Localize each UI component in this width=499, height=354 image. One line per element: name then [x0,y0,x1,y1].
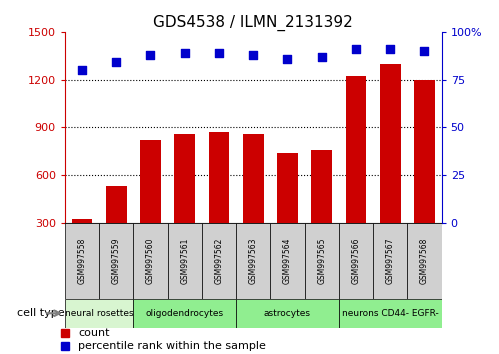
Bar [243,135,263,270]
Text: GSM997566: GSM997566 [351,238,360,284]
Bar [209,132,229,270]
Text: GSM997563: GSM997563 [249,238,258,284]
Text: oligodendrocytes: oligodendrocytes [146,309,224,318]
Text: GSM997561: GSM997561 [180,238,189,284]
Bar [236,223,270,299]
Point [352,46,360,52]
Text: GSM997558: GSM997558 [77,238,86,284]
Bar [65,299,133,327]
Bar [346,76,366,270]
Bar [106,186,127,270]
Point [112,59,120,65]
Point [386,46,394,52]
Bar [65,223,99,299]
Point [215,50,223,56]
Text: GSM997568: GSM997568 [420,238,429,284]
Bar [339,223,373,299]
Bar [175,133,195,270]
Text: GSM997560: GSM997560 [146,238,155,284]
Point [78,67,86,73]
Text: GSM997562: GSM997562 [215,238,224,284]
Text: percentile rank within the sample: percentile rank within the sample [78,341,266,351]
Bar [414,80,435,270]
Point [181,50,189,56]
Bar [270,223,304,299]
Bar [339,299,442,327]
Bar [202,223,236,299]
Bar [236,299,339,327]
Point [283,56,291,61]
Bar [407,223,442,299]
Text: astrocytes: astrocytes [264,309,311,318]
Bar [133,223,168,299]
Text: GSM997559: GSM997559 [112,238,121,284]
Bar [133,299,236,327]
Title: GDS4538 / ILMN_2131392: GDS4538 / ILMN_2131392 [153,14,353,30]
Text: count: count [78,328,110,338]
Text: neurons CD44- EGFR-: neurons CD44- EGFR- [342,309,439,318]
Point [421,48,429,54]
Point [318,54,326,59]
Text: GSM997567: GSM997567 [386,238,395,284]
Bar [168,223,202,299]
Text: GSM997565: GSM997565 [317,238,326,284]
Point [249,52,257,58]
Text: cell type: cell type [17,308,65,318]
Bar [140,140,161,270]
Bar [277,153,298,270]
Bar [373,223,407,299]
Bar [380,64,401,270]
Bar [311,150,332,270]
Bar [99,223,133,299]
Bar [72,219,92,270]
Text: GSM997564: GSM997564 [283,238,292,284]
Text: neural rosettes: neural rosettes [65,309,133,318]
Bar [304,223,339,299]
Point [147,52,155,58]
